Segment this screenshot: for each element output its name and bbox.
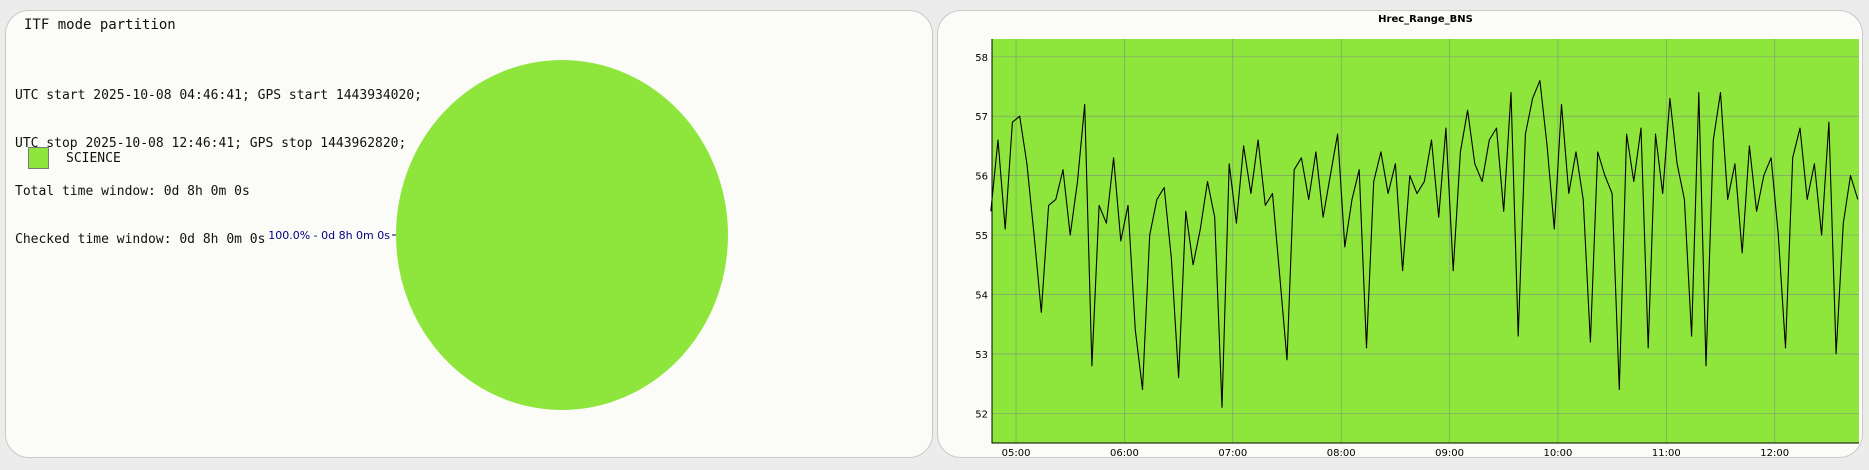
line-chart: Hrec_Range_BNS 52 53 54 55 56 57 58 05:00 06:00 07… [975,14,1859,458]
y-tick-label: 54 [975,290,988,301]
y-tick-label: 58 [975,53,988,64]
pie-chart: 100.0% - 0d 8h 0m 0s [268,60,728,410]
y-tick-label: 53 [975,350,988,361]
y-tick-label: 57 [975,112,988,123]
chart-title: Hrec_Range_BNS [1378,14,1473,25]
y-tick-label: 56 [975,172,988,183]
x-tick-label: 08:00 [1327,448,1356,458]
pie-slice-label: 100.0% - 0d 8h 0m 0s [268,229,390,242]
chart-axes [991,39,1859,444]
x-tick-label: 06:00 [1110,448,1139,458]
legend-swatch-science [28,147,49,169]
legend: SCIENCE [28,147,121,169]
legend-label-science: SCIENCE [66,150,121,166]
plot-area [992,39,1859,443]
panel-title: ITF mode partition [24,17,176,33]
range-chart-panel: Hrec_Range_BNS 52 53 54 55 56 57 58 05:00 06:00 07… [937,10,1863,458]
pie-slice-science [396,60,728,410]
total-time-line: Total time window: 0d 8h 0m 0s [15,184,250,199]
time-window-info: UTC start 2025-10-08 04:46:41; GPS start… [15,56,422,280]
series-line-hrec-range-bns [990,80,1859,408]
x-tick-label: 10:00 [1544,448,1573,458]
x-tick-label: 07:00 [1218,448,1247,458]
x-tick-label: 11:00 [1652,448,1681,458]
y-tick-label: 52 [975,409,988,420]
x-tick-label: 05:00 [1002,448,1031,458]
mode-partition-panel: ITF mode partition UTC start 2025-10-08 … [5,10,933,458]
x-tick-label: 09:00 [1435,448,1464,458]
checked-time-line: Checked time window: 0d 8h 0m 0s [15,232,266,247]
utc-stop-line: UTC stop 2025-10-08 12:46:41; GPS stop 1… [15,136,407,151]
utc-start-line: UTC start 2025-10-08 04:46:41; GPS start… [15,88,422,103]
y-tick-label: 55 [975,231,988,242]
x-tick-label: 12:00 [1760,448,1789,458]
